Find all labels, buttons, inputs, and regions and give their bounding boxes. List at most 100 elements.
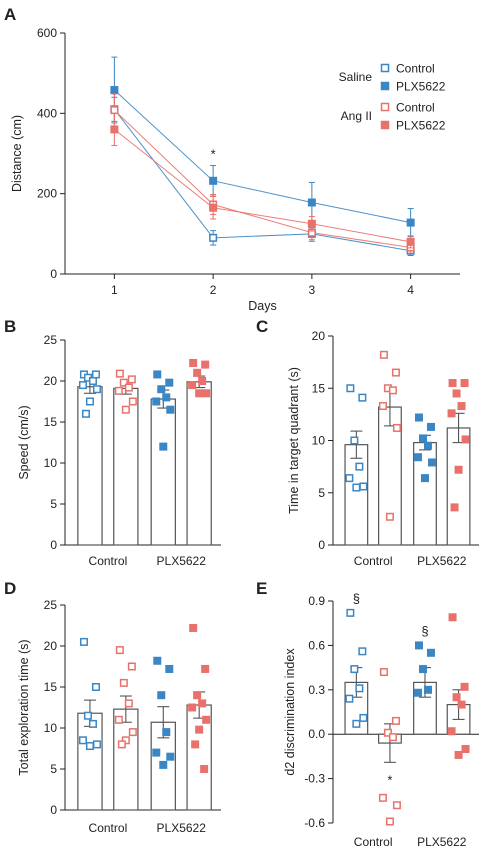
legend-marker bbox=[380, 81, 390, 91]
data-point bbox=[153, 656, 162, 665]
category-label: PLX5622 bbox=[417, 554, 467, 568]
bar-group-1 bbox=[378, 350, 402, 546]
y-tick-label: 20 bbox=[44, 374, 58, 388]
data-point bbox=[392, 423, 401, 432]
data-point bbox=[391, 368, 400, 377]
x-tick-label: 2 bbox=[210, 283, 217, 297]
data-point bbox=[457, 700, 466, 709]
data-point bbox=[162, 393, 171, 402]
data-point bbox=[201, 664, 210, 673]
y-tick-label: 0 bbox=[50, 538, 57, 552]
data-point bbox=[346, 608, 355, 617]
data-point bbox=[413, 688, 422, 697]
data-point bbox=[448, 379, 457, 388]
data-point bbox=[78, 736, 87, 745]
data-point bbox=[110, 125, 119, 134]
bar-group-3 bbox=[446, 613, 471, 759]
legend-group-label: Saline bbox=[339, 70, 373, 84]
y-axis-title: Speed (cm/s) bbox=[17, 405, 31, 479]
bar bbox=[113, 708, 139, 811]
y-tick-label: 25 bbox=[44, 333, 58, 347]
data-point bbox=[159, 442, 168, 451]
y-tick-label: 0 bbox=[50, 803, 57, 817]
data-point bbox=[119, 678, 128, 687]
bar-group-3 bbox=[186, 358, 212, 546]
data-point bbox=[454, 465, 463, 474]
category-label: Control bbox=[89, 554, 128, 568]
bar-group-0 bbox=[77, 637, 103, 811]
data-point bbox=[195, 389, 204, 398]
y-tick-label: 25 bbox=[44, 598, 58, 612]
y-tick-label: -0.3 bbox=[304, 772, 325, 786]
data-point bbox=[379, 668, 388, 677]
data-point bbox=[193, 691, 202, 700]
data-point bbox=[88, 377, 97, 385]
x-tick-label: 1 bbox=[111, 283, 118, 297]
panel-letter: A bbox=[4, 5, 16, 24]
data-point bbox=[119, 378, 128, 387]
data-point bbox=[391, 716, 400, 725]
y-tick-label: 15 bbox=[44, 415, 58, 429]
data-point bbox=[127, 662, 136, 671]
data-point bbox=[448, 613, 457, 622]
data-point bbox=[359, 482, 368, 491]
data-point bbox=[452, 693, 461, 702]
significance-mark: § bbox=[421, 623, 428, 638]
y-tick-label: 20 bbox=[312, 329, 326, 343]
y-tick-label: 5 bbox=[318, 486, 325, 500]
data-point bbox=[447, 727, 456, 736]
y-axis-title: d2 discrimination index bbox=[283, 648, 297, 776]
data-point bbox=[426, 422, 435, 431]
category-label: Control bbox=[89, 821, 128, 835]
data-point bbox=[88, 719, 97, 728]
x-axis-title: Days bbox=[248, 299, 276, 313]
data-point bbox=[352, 719, 361, 728]
data-point bbox=[115, 369, 124, 378]
data-point bbox=[378, 793, 387, 802]
data-point bbox=[124, 383, 133, 392]
data-point bbox=[202, 715, 211, 724]
bar-group-2 bbox=[150, 370, 176, 546]
y-tick-label: 0 bbox=[50, 267, 57, 281]
bar-group-3 bbox=[446, 379, 471, 546]
data-point bbox=[114, 715, 123, 724]
data-point bbox=[188, 703, 197, 712]
data-point bbox=[189, 358, 198, 367]
data-point bbox=[127, 375, 136, 384]
panel-E: E -0.6 -0.3 0.0 0.3 0.6 0.9 d2 discrimination i… bbox=[256, 579, 479, 849]
data-point bbox=[452, 389, 461, 398]
y-tick-label: 200 bbox=[37, 187, 57, 201]
data-point bbox=[307, 219, 316, 228]
data-point bbox=[454, 750, 463, 759]
y-axis-title: Total exploration time (s) bbox=[17, 639, 31, 775]
legend: Saline Control PLX5622 Ang II Control PLX5622 bbox=[339, 62, 446, 133]
data-point bbox=[85, 397, 94, 406]
bar bbox=[344, 444, 369, 546]
data-point bbox=[358, 393, 367, 402]
data-point bbox=[420, 474, 429, 483]
y-tick-label: 15 bbox=[312, 381, 326, 395]
category-label: PLX5622 bbox=[157, 554, 207, 568]
panel-letter: C bbox=[256, 317, 268, 336]
data-point bbox=[414, 641, 423, 650]
bar-group-0 bbox=[344, 384, 369, 546]
y-tick-label: 5 bbox=[50, 497, 57, 511]
panel-B: B 0 5 10 15 20 25 Speed (cm/s) Control PLX5622 bbox=[4, 317, 221, 568]
data-point bbox=[157, 691, 166, 700]
data-point bbox=[165, 664, 174, 673]
x-tick-label: 4 bbox=[407, 283, 414, 297]
series-line bbox=[114, 89, 411, 224]
data-point bbox=[350, 436, 359, 445]
data-point bbox=[202, 389, 211, 398]
data-point bbox=[460, 682, 469, 691]
data-point bbox=[427, 458, 436, 467]
significance-mark: * bbox=[387, 773, 392, 788]
data-point bbox=[128, 728, 137, 737]
series-2 bbox=[110, 93, 415, 254]
data-point bbox=[153, 370, 162, 379]
data-point bbox=[157, 385, 166, 394]
bar bbox=[113, 387, 139, 546]
data-point bbox=[385, 817, 394, 826]
y-tick-label: 0 bbox=[318, 538, 325, 552]
